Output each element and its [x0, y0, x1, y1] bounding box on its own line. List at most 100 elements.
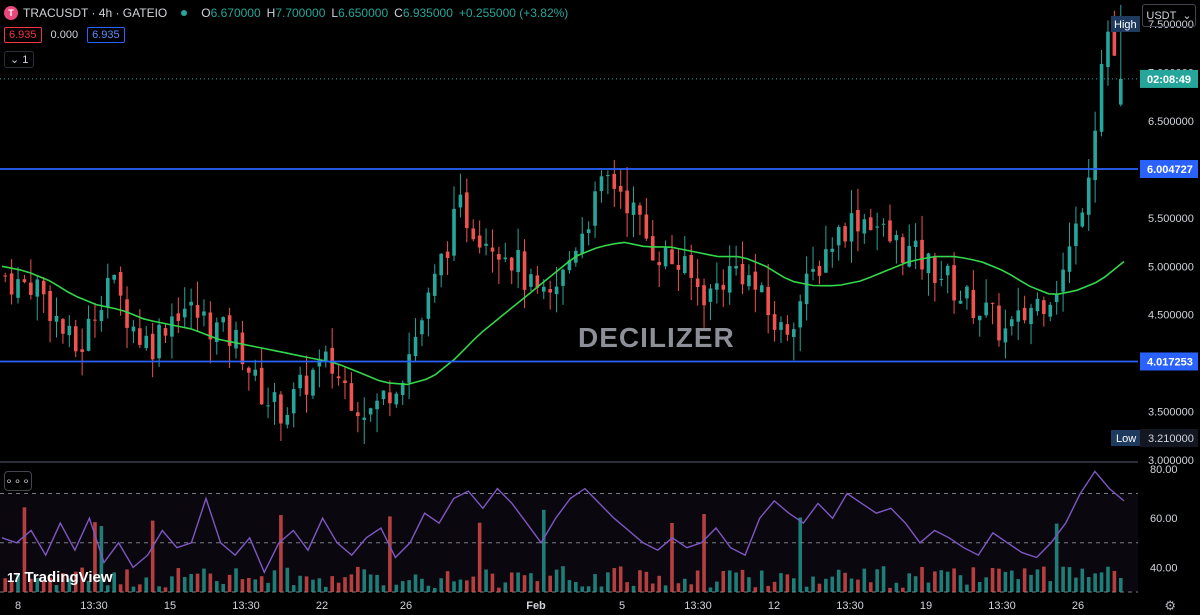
candle-body	[61, 319, 65, 334]
volume-bar	[657, 575, 661, 592]
candle-body	[413, 337, 418, 357]
volume-bar	[93, 522, 97, 592]
time-tick-label: 19	[920, 600, 932, 612]
volume-bar	[715, 581, 719, 592]
volume-bar	[933, 571, 937, 592]
price-tick-label: 4.500000	[1148, 310, 1194, 322]
open-label: O	[201, 6, 211, 20]
volume-bar	[939, 570, 944, 592]
volume-bar	[9, 581, 14, 592]
candle-body	[118, 272, 123, 296]
candle-body	[824, 249, 828, 273]
volume-bar	[509, 572, 514, 592]
candle-body	[80, 349, 84, 352]
candle-body	[394, 393, 399, 405]
resistance-level-value: 6.004727	[1147, 164, 1193, 176]
volume-bar	[625, 582, 629, 592]
volume-bar	[670, 522, 674, 592]
candle-body	[766, 286, 770, 316]
volume-bar	[1093, 573, 1097, 592]
candle-body	[727, 266, 732, 293]
volume-bar	[567, 580, 572, 592]
low-value: 6.650000	[338, 6, 389, 20]
candle-body	[291, 389, 296, 414]
candle-body	[926, 253, 931, 274]
indicator-menu-button[interactable]: ∘∘∘	[4, 471, 32, 491]
price-tick-label: 3.500000	[1148, 407, 1194, 419]
candle-body	[1093, 130, 1097, 181]
chevron-down-icon: ⌄	[1182, 10, 1192, 22]
gear-icon[interactable]: ⚙	[1164, 598, 1176, 613]
candle-body	[266, 405, 270, 407]
countdown-value: 02:08:49	[1147, 74, 1191, 86]
time-tick-label: Feb	[526, 600, 546, 612]
candle-body	[375, 400, 379, 410]
candle-body	[997, 305, 1001, 341]
buy-button[interactable]: 6.935	[87, 27, 125, 43]
candle-body	[131, 326, 136, 332]
candle-body	[490, 247, 495, 252]
candle-body	[1080, 212, 1085, 227]
volume-bar	[266, 582, 270, 592]
candle-body	[67, 325, 72, 336]
sell-button[interactable]: 6.935	[4, 27, 42, 43]
countdown-tag	[1140, 69, 1198, 88]
volume-bar	[535, 581, 540, 592]
currency-select[interactable]: USDT ⌄	[1142, 4, 1196, 27]
candle-body	[759, 285, 764, 293]
collapse-legend-button[interactable]: ⌄ 1	[4, 51, 35, 68]
candle-body	[901, 237, 905, 263]
candle-body	[971, 289, 976, 318]
candle-body	[298, 374, 302, 389]
volume-bar	[67, 578, 72, 592]
quote-row: 6.935 0.000 6.935	[4, 27, 125, 43]
volume-bar	[458, 579, 463, 592]
volume-bar	[1099, 572, 1104, 592]
candle-body	[1099, 63, 1104, 132]
volume-bar	[894, 582, 899, 592]
candle-body	[452, 208, 456, 256]
candle-body	[93, 319, 97, 321]
candle-body	[227, 315, 232, 346]
symbol-title[interactable]: TRACUSDT · 4h · GATEIO	[23, 6, 168, 20]
candle-body	[888, 220, 892, 242]
candle-body	[599, 176, 604, 192]
resistance-level-tag	[1140, 160, 1198, 179]
support-level-value: 4.017253	[1147, 356, 1193, 368]
volume-bar	[61, 573, 65, 592]
candle-body	[740, 263, 745, 285]
candle-body	[657, 261, 661, 266]
symbol-header[interactable]: T TRACUSDT · 4h · GATEIO O 6.670000 H 7.70…	[0, 0, 568, 26]
volume-bar	[734, 572, 738, 592]
volume-bar	[497, 587, 501, 592]
candle-body	[849, 213, 854, 242]
tradingview-logo[interactable]: 17 TradingView	[7, 569, 113, 586]
candle-body	[214, 322, 219, 342]
candle-body	[125, 299, 129, 328]
candle-body	[221, 317, 225, 323]
volume-bar	[727, 570, 732, 592]
volume-bar	[439, 578, 443, 592]
candle-body	[253, 369, 258, 376]
candle-body	[1042, 300, 1046, 314]
volume-bar	[484, 569, 488, 592]
volume-bar	[413, 574, 418, 592]
candle-body	[503, 257, 508, 260]
candle-body	[285, 414, 290, 425]
volume-bar	[503, 582, 508, 592]
volume-bar	[1061, 566, 1065, 592]
volume-bar	[279, 515, 283, 592]
price-tick-label: 5.500000	[1148, 213, 1194, 225]
candle-body	[1086, 177, 1091, 215]
volume-bar	[407, 580, 411, 592]
volume-bar	[1080, 568, 1085, 592]
volume-bar	[721, 571, 726, 592]
volume-bar	[311, 579, 315, 592]
candle-body	[29, 282, 33, 295]
candle-body	[35, 279, 40, 297]
candle-body	[779, 322, 783, 330]
candle-body	[465, 192, 469, 229]
volume-bar	[1035, 569, 1040, 592]
volume-bar	[150, 520, 155, 592]
